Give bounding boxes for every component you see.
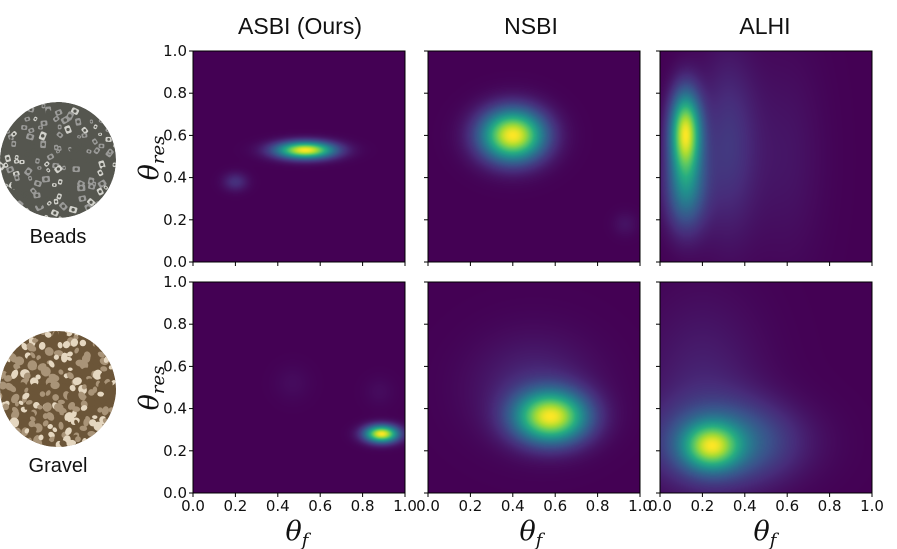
svg-text:θres: θres [134,136,169,181]
x-tick-label: 0.6 [308,497,332,515]
y-tick-label: 1.0 [163,273,187,291]
column-title-nsbi: NSBI [504,13,558,39]
y-axis-symbol: θ [134,394,165,410]
heatmap-image [428,51,640,262]
heatmap-image [428,282,640,493]
y-tick-label: 0.0 [163,253,187,271]
x-tick-label: 0.4 [733,497,757,515]
y-tick-label: 0.2 [163,442,187,460]
y-tick-label: 0.6 [163,357,187,375]
y-axis-label-top: θres [134,136,169,181]
x-axis-label-asbi: θf [286,516,312,549]
y-tick-label: 1.0 [163,42,187,60]
x-axis-label-nsbi: θf [520,516,546,549]
x-tick-label: 0.8 [586,497,610,515]
x-tick-label: 0.2 [458,497,482,515]
heatmap-image [193,51,405,262]
x-axis-subscript: f [534,530,546,549]
x-tick-label: 1.0 [628,497,652,515]
x-tick-label: 0.4 [501,497,525,515]
y-tick-label: 0.4 [163,400,187,418]
heatmap-image [660,51,872,262]
panel-frame [192,281,406,494]
panel-frame [659,50,873,263]
x-axis-symbol: θ [754,516,770,547]
x-axis-subscript: f [300,530,312,549]
heatmap-panel-1: 0.0 0.2 0.4 0.6 0.8 1.0 [163,42,406,271]
heatmap-image [660,282,872,493]
heatmap-panel-2 [424,50,641,266]
row-label-beads: Beads [30,226,87,248]
x-tick-label: 0.0 [416,497,440,515]
y-tick-label: 0.0 [163,484,187,502]
x-tick-label: 0.2 [690,497,714,515]
x-tick-label: 0.0 [648,497,672,515]
heatmap-panel-5: 0.0 0.2 0.4 0.6 0.8 1.0 [416,281,652,515]
x-tick-label: 0.8 [818,497,842,515]
y-tick-label: 0.6 [163,126,187,144]
heatmap-image [193,282,405,493]
gravel-thumbnail [0,331,116,447]
beads-texture [0,102,116,218]
row-label-gravel: Gravel [29,455,88,477]
x-tick-label: 1.0 [860,497,884,515]
y-axis-subscript: res [148,136,169,165]
x-tick-label: 0.6 [543,497,567,515]
svg-text:θres: θres [134,366,169,411]
x-axis-symbol: θ [286,516,302,547]
x-tick-label: 0.8 [351,497,375,515]
y-tick-label: 0.8 [163,315,187,333]
y-axis-subscript: res [148,366,169,395]
x-tick-label: 0.6 [775,497,799,515]
panel-frame [659,281,873,494]
y-tick-label: 0.8 [163,84,187,102]
x-axis-symbol: θ [520,516,536,547]
heatmap-panel-6: 0.0 0.2 0.4 0.6 0.8 1.0 [648,281,884,515]
heatmap-panel-3 [656,50,873,266]
x-axis-label-alhi: θf [754,516,780,549]
x-tick-label: 0.0 [181,497,205,515]
y-axis-label-bottom: θres [134,366,169,411]
panel-frame [427,50,641,263]
x-tick-label: 0.2 [223,497,247,515]
column-title-asbi: ASBI (Ours) [238,13,362,39]
x-tick-label: 1.0 [393,497,417,515]
y-tick-label: 0.2 [163,211,187,229]
beads-thumbnail [0,102,116,218]
y-tick-label: 0.4 [163,169,187,187]
y-axis-symbol: θ [134,164,165,180]
column-title-alhi: ALHI [739,13,790,39]
panel-frame [192,50,406,263]
panel-frame [427,281,641,494]
x-axis-subscript: f [768,530,780,549]
x-tick-label: 0.4 [266,497,290,515]
heatmap-panel-4: 0.0 0.2 0.4 0.6 0.8 1.0 0.0 0.2 0.4 0.6 0.8 1.0 [163,273,417,515]
gravel-texture [0,331,116,447]
heatmap-grid: 0.00.20.40.60.81.00.00.20.40.60.81.00.0 0… [163,42,884,515]
